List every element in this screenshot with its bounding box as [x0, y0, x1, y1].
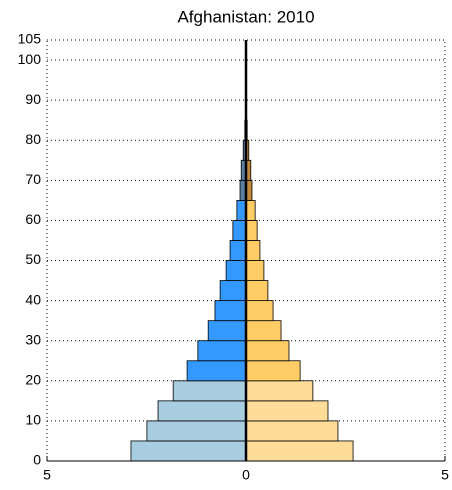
y-tick-label: 90: [25, 91, 41, 107]
bar: [232, 220, 247, 241]
y-tick-label: 70: [25, 171, 41, 187]
bar: [245, 380, 314, 402]
bar: [130, 440, 247, 462]
chart-title: Afghanistan: 2010: [177, 7, 314, 26]
bar: [146, 420, 247, 442]
x-tick-label: 5: [43, 467, 51, 483]
bar: [245, 260, 265, 281]
y-tick-label: 0: [33, 452, 41, 468]
y-tick-label: 30: [25, 331, 41, 347]
bar: [245, 400, 329, 422]
y-tick-label: 80: [25, 131, 41, 147]
y-tick-label: 105: [18, 31, 42, 47]
bar: [229, 240, 247, 261]
bar: [219, 280, 247, 302]
bar: [197, 340, 247, 362]
bar: [245, 440, 354, 462]
bar: [245, 360, 301, 382]
y-tick-label: 60: [25, 211, 41, 227]
y-tick-label: 100: [18, 51, 42, 67]
bar: [245, 240, 261, 261]
bar: [245, 300, 274, 322]
x-tick-label: 0: [242, 467, 250, 483]
bar: [186, 360, 247, 382]
x-tick-label: 5: [441, 467, 449, 483]
plot-frame: [46, 39, 446, 462]
y-tick-label: 50: [25, 251, 41, 267]
bar: [245, 220, 258, 241]
bar: [157, 400, 247, 422]
bar: [245, 320, 282, 342]
bar: [245, 199, 256, 221]
bar: [236, 199, 247, 221]
bar: [245, 280, 269, 302]
bar: [207, 320, 247, 342]
bar: [172, 380, 247, 402]
bar: [245, 340, 290, 362]
y-tick-label: 10: [25, 412, 41, 428]
y-tick-label: 40: [25, 291, 41, 307]
bar: [245, 420, 339, 442]
y-tick-label: 20: [25, 372, 41, 388]
bar: [225, 260, 247, 281]
bar: [214, 300, 247, 322]
